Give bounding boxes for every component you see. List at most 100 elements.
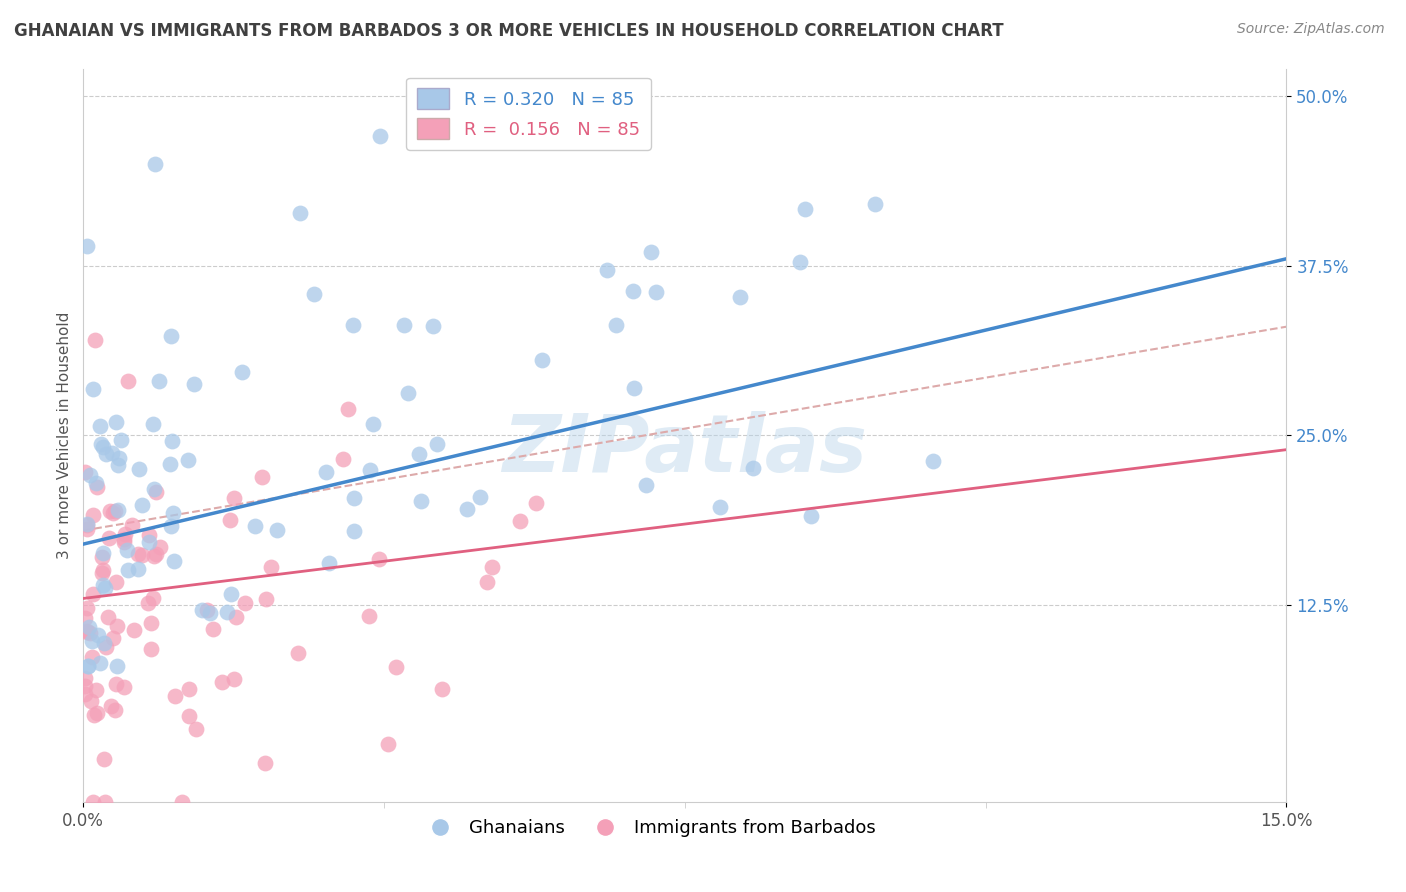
Point [198, 606, 221, 620]
Text: ZIPatlas: ZIPatlas [502, 411, 868, 489]
Point [79, 468, 101, 483]
Point [101, 506, 124, 520]
Point [73, 465, 96, 479]
Point [384, 660, 406, 674]
Point [73, 671, 96, 685]
Point [142, 482, 165, 496]
Point [82, 587, 104, 601]
Point [177, 453, 200, 467]
Point [91, 578, 114, 592]
Point [139, 616, 162, 631]
Point [342, 318, 364, 332]
Point [127, 562, 149, 576]
Point [730, 290, 752, 304]
Point [640, 244, 662, 259]
Point [863, 197, 886, 211]
Point [110, 433, 132, 447]
Point [83, 708, 105, 723]
Legend: Ghanaians, Immigrants from Barbados: Ghanaians, Immigrants from Barbados [415, 812, 883, 845]
Point [76, 625, 98, 640]
Point [621, 284, 644, 298]
Point [121, 518, 143, 533]
Point [475, 574, 498, 589]
Point [191, 603, 214, 617]
Point [131, 498, 153, 512]
Point [318, 557, 340, 571]
Point [101, 446, 124, 460]
Point [172, 795, 194, 809]
Point [332, 451, 354, 466]
Point [127, 547, 149, 561]
Point [336, 401, 359, 416]
Point [456, 502, 478, 516]
Point [159, 457, 181, 471]
Point [430, 681, 453, 696]
Point [91, 546, 114, 560]
Point [149, 540, 172, 554]
Point [245, 519, 267, 533]
Point [79, 694, 101, 708]
Point [76, 601, 98, 615]
Point [84, 683, 107, 698]
Point [231, 365, 253, 379]
Point [89, 656, 111, 670]
Point [605, 318, 627, 333]
Point [195, 603, 218, 617]
Point [94, 640, 117, 655]
Point [73, 679, 96, 693]
Point [93, 581, 115, 595]
Point [115, 543, 138, 558]
Point [84, 475, 107, 490]
Point [101, 631, 124, 645]
Point [114, 681, 136, 695]
Point [634, 478, 657, 492]
Point [105, 659, 128, 673]
Point [82, 795, 104, 809]
Point [254, 592, 277, 607]
Point [143, 156, 166, 170]
Point [148, 374, 170, 388]
Point [160, 329, 183, 343]
Point [91, 440, 114, 454]
Point [215, 605, 238, 619]
Text: GHANAIAN VS IMMIGRANTS FROM BARBADOS 3 OR MORE VEHICLES IN HOUSEHOLD CORRELATION: GHANAIAN VS IMMIGRANTS FROM BARBADOS 3 O… [14, 22, 1004, 40]
Point [741, 461, 763, 475]
Point [162, 506, 184, 520]
Point [145, 547, 167, 561]
Point [377, 737, 399, 751]
Point [793, 202, 815, 217]
Point [315, 465, 337, 479]
Point [221, 587, 243, 601]
Point [596, 262, 619, 277]
Point [91, 566, 114, 580]
Point [107, 458, 129, 472]
Point [76, 522, 98, 536]
Point [138, 535, 160, 549]
Point [468, 490, 491, 504]
Point [122, 623, 145, 637]
Point [202, 623, 225, 637]
Point [82, 382, 104, 396]
Point [259, 559, 281, 574]
Point [98, 504, 121, 518]
Point [82, 650, 104, 665]
Point [141, 641, 163, 656]
Point [73, 687, 96, 701]
Point [179, 709, 201, 723]
Point [138, 528, 160, 542]
Point [422, 318, 444, 333]
Point [165, 690, 187, 704]
Point [89, 419, 111, 434]
Point [100, 698, 122, 713]
Point [76, 518, 98, 533]
Point [105, 415, 128, 429]
Point [76, 624, 98, 639]
Point [481, 560, 503, 574]
Point [76, 239, 98, 253]
Point [160, 434, 183, 449]
Point [426, 437, 449, 451]
Point [179, 682, 201, 697]
Point [87, 628, 110, 642]
Point [128, 462, 150, 476]
Point [77, 619, 100, 633]
